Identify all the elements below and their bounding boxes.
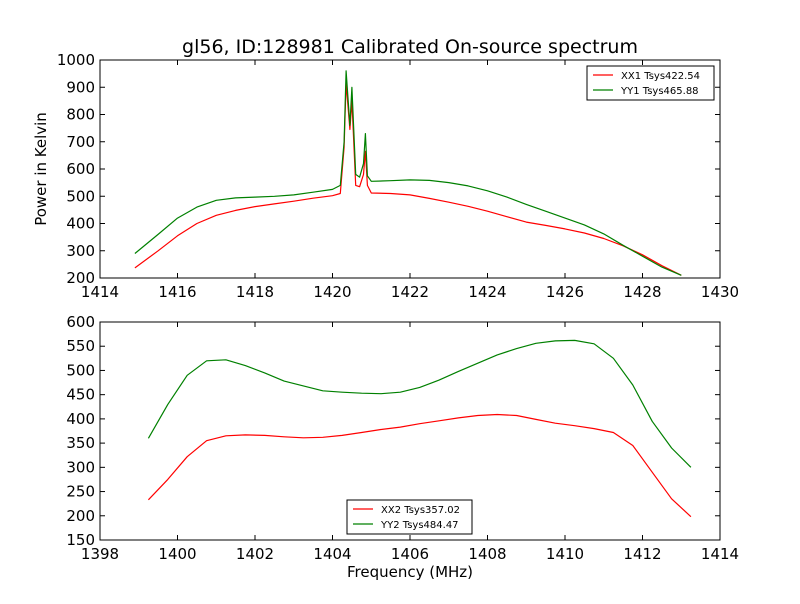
y-tick-label: 300 (66, 458, 95, 476)
y-tick-label: 800 (66, 106, 95, 124)
y-tick-label: 150 (66, 531, 95, 549)
x-tick-label: 1428 (623, 283, 661, 301)
x-tick-label: 1430 (701, 283, 739, 301)
y-tick-label: 300 (66, 242, 95, 260)
y-tick-label: 600 (66, 313, 95, 331)
x-tick-label: 1404 (313, 545, 351, 563)
chart-title: gl56, ID:128981 Calibrated On-source spe… (182, 36, 638, 58)
subplot-2: 1398 1400 1402 1404 1406 1408 1410 1412 1414 150 2… (66, 313, 739, 581)
y-tick-label: 400 (66, 215, 95, 233)
series-line-1 (134, 82, 682, 276)
x-tick-label: 1422 (391, 283, 429, 301)
y-tick-label: 900 (66, 78, 95, 96)
y-tick-label: 550 (66, 337, 95, 355)
y-axis-label: Power in Kelvin (32, 112, 50, 226)
x-axis-label: Frequency (MHz) (347, 563, 473, 581)
subplot-1: 1414 1416 1418 1420 1422 1424 1426 1428 1430 200 3… (32, 51, 739, 301)
x-tick-label: 1416 (158, 283, 196, 301)
x-tick-label: 1420 (313, 283, 351, 301)
x-tick-label: 1410 (546, 545, 584, 563)
legend: XX1 Tsys422.54 YY1 Tsys465.88 (586, 65, 715, 101)
x-tick-label: 1426 (546, 283, 584, 301)
x-tick-label: 1400 (158, 545, 196, 563)
legend-label: XX2 Tsys357.02 (381, 505, 460, 516)
series-line-2 (134, 70, 682, 276)
legend: XX2 Tsys357.02 YY2 Tsys484.47 (346, 499, 473, 535)
series-line-1 (147, 413, 692, 518)
series-line-2 (147, 339, 692, 468)
y-tick-label: 1000 (57, 51, 95, 69)
y-tick-label: 350 (66, 434, 95, 452)
legend-box (586, 65, 715, 101)
y-tick-label: 200 (66, 507, 95, 525)
y-tick-label: 500 (66, 187, 95, 205)
x-tick-label: 1418 (236, 283, 274, 301)
x-tick-label: 1398 (81, 545, 119, 563)
x-tick-label: 1414 (81, 283, 119, 301)
x-tick-label: 1406 (391, 545, 429, 563)
y-tick-label: 200 (66, 269, 95, 287)
x-tick-label: 1402 (236, 545, 274, 563)
y-tick-label: 700 (66, 133, 95, 151)
y-tick-label: 500 (66, 361, 95, 379)
x-tick-label: 1424 (468, 283, 506, 301)
y-tick-label: 450 (66, 386, 95, 404)
legend-box (346, 499, 473, 535)
y-tick-label: 400 (66, 410, 95, 428)
legend-label: XX1 Tsys422.54 (621, 71, 700, 82)
legend-label: YY2 Tsys484.47 (380, 520, 459, 531)
legend-label: YY1 Tsys465.88 (620, 86, 699, 97)
y-tick-label: 600 (66, 160, 95, 178)
y-tick-label: 250 (66, 483, 95, 501)
x-tick-label: 1412 (623, 545, 661, 563)
x-tick-label: 1408 (468, 545, 506, 563)
x-tick-label: 1414 (701, 545, 739, 563)
